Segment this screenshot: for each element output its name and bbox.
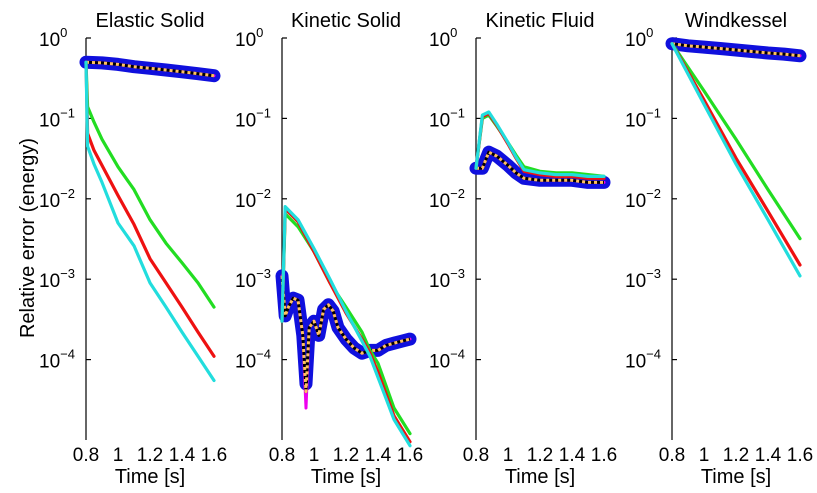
y-tick-label: 100 [235,25,263,51]
panels: Elastic Solid 100 10−1 10−2 10−3 10−4 0.8 1 1.2 1… [39,10,813,488]
series-line [670,42,802,241]
x-tick-label: 1.4 [559,445,586,466]
x-tick-label: 1.6 [591,445,617,466]
y-tick-label: 10−1 [235,105,271,131]
y-tick-label: 10−4 [625,347,661,373]
x-axis-label: Time [s] [115,466,185,488]
x-tick-label: 1.2 [527,445,553,466]
y-tick-label: 10−1 [429,105,465,131]
y-tick-label: 10−2 [39,186,75,212]
series-line-dashes [476,150,604,184]
x-tick-label: 1.2 [723,445,749,466]
series-line [670,42,802,278]
panel-0: Elastic Solid 100 10−1 10−2 10−3 10−4 0.8 1 1.2 1… [39,10,227,488]
x-axis-label: Time [s] [505,466,575,488]
x-tick-label: 1 [699,445,710,466]
panel-2: Kinetic Fluid 100 10−1 10−2 10−3 10−4 0.8 1 1.2 1… [429,10,617,488]
panel-title: Windkessel [685,10,787,32]
y-axis-label: Relative error (energy) [17,138,39,338]
series-line [84,60,216,309]
x-tick-label: 0.8 [73,445,99,466]
y-tick-label: 10−2 [429,186,465,212]
y-tick-label: 10−3 [235,266,271,292]
series-line [84,60,216,383]
series-line [474,110,606,178]
series-line [280,212,412,436]
x-tick-label: 1 [309,445,320,466]
x-tick-label: 0.8 [659,445,685,466]
panel-title: Elastic Solid [96,10,205,32]
x-tick-label: 1.6 [201,445,227,466]
x-tick-label: 1.4 [169,445,196,466]
x-tick-label: 1.6 [787,445,813,466]
series-line [84,60,216,358]
x-tick-label: 1.2 [137,445,163,466]
panel-title: Kinetic Solid [291,10,401,32]
y-tick-label: 10−4 [235,347,271,373]
series-line-dashes [280,275,411,394]
x-tick-label: 1.6 [397,445,423,466]
series-line [280,205,412,448]
y-tick-label: 10−4 [429,347,465,373]
x-axis-label: Time [s] [701,466,771,488]
y-tick-label: 100 [625,25,653,51]
x-tick-label: 1 [503,445,514,466]
y-tick-label: 10−3 [625,266,661,292]
panel-3: Windkessel 100 10−1 10−2 10−3 10−4 0.8 1 1.2 1.4 1… [625,10,813,488]
x-tick-label: 0.8 [269,445,295,466]
y-tick-label: 10−1 [39,105,75,131]
y-tick-label: 100 [429,25,457,51]
y-tick-label: 100 [39,25,67,51]
x-tick-label: 1.4 [365,445,392,466]
series-line [671,42,801,58]
series-line [85,60,215,78]
x-tick-label: 1.2 [333,445,359,466]
y-tick-label: 10−2 [235,186,271,212]
y-tick-label: 10−2 [625,186,661,212]
y-tick-label: 10−3 [39,266,75,292]
x-tick-label: 0.8 [463,445,489,466]
panel-title: Kinetic Fluid [486,10,595,32]
x-axis-label: Time [s] [311,466,381,488]
panel-1: Kinetic Solid 100 10−1 10−2 10−3 10−4 0.8 1 1.2 1… [235,10,423,488]
x-tick-label: 1.4 [755,445,782,466]
x-tick-label: 1 [113,445,124,466]
y-tick-label: 10−1 [625,105,661,131]
y-tick-label: 10−3 [429,266,465,292]
y-tick-label: 10−4 [39,347,75,373]
